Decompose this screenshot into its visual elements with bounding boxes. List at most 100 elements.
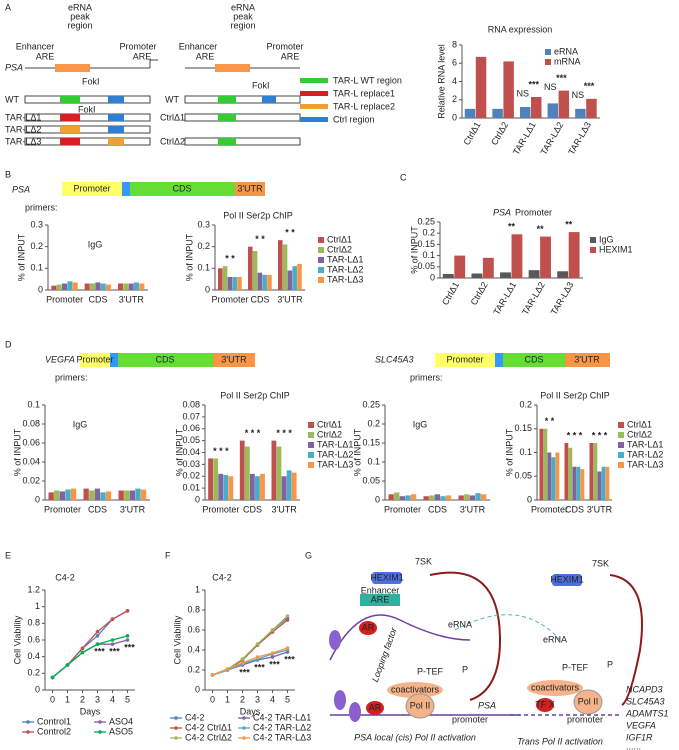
legend-swatch [308,462,314,468]
construct [24,113,151,122]
chart-title: RNA expression [488,24,553,34]
legend-label: TAR-LΔ2 [317,449,353,459]
marker [285,646,290,650]
diagram-label: peak [70,11,90,21]
diagram-label: P-TEF [562,662,589,672]
legend-label: CtrlΔ1 [317,419,342,429]
marker [270,628,275,632]
bar [454,255,466,278]
legend-marker [98,730,102,734]
y-tick-label: 0 [195,494,200,504]
legend-swatch [318,237,324,243]
construct [184,95,301,104]
construct [24,137,151,146]
bar [543,428,548,500]
x-tick-label: 3 [95,694,100,704]
diagram-label: NCAPD3 [626,684,663,694]
bar [244,446,250,500]
diagram-label: region [230,20,255,30]
bar [218,268,223,290]
bar [572,466,577,500]
diagram-label: PSA [478,700,496,710]
diagram-label: promoter [452,714,488,724]
bar [519,107,531,118]
y-tick-label: 0.2 [187,664,200,674]
marker [125,609,130,613]
bar [267,274,272,290]
legend-label: C4-2 CtrlΔ2 [185,732,232,742]
bar [54,490,60,500]
bar [281,476,287,500]
y-tick-label: 0.25 [362,399,380,409]
a-diagram [24,59,328,146]
legend-label: TAR-LΔ1 [327,254,363,264]
bar [106,284,112,290]
significance: *** [584,81,595,91]
nucleosome [329,630,341,650]
diagram-label: Enhancer [179,41,218,51]
legend-swatch [318,277,324,283]
bar [469,495,476,500]
y-tick-label: 0 [38,284,43,294]
legend-swatch [308,452,314,458]
utr [213,353,255,367]
bar [118,490,124,500]
legend-label: TAR-LΔ3 [317,459,353,469]
bar [124,490,130,500]
diagram-label: TAR-L WT region [333,75,402,85]
y-tick-label: 0 [527,494,532,504]
diagram-label: 3'UTR [574,354,600,364]
bar [48,492,54,500]
legend-marker [174,716,178,720]
arrow [454,614,561,641]
diagram-label: eRNA [231,2,255,12]
x-axis-label: Days [80,706,101,716]
chart-title: Pol II Ser2p ChIP [540,390,610,400]
x-axis-label: Days [240,706,261,716]
legend-label: mRNA [554,56,581,66]
gene-bars [62,182,610,367]
significance: NS [516,88,529,98]
chart-title: C4-2 [212,572,232,582]
legend-label: eRNA [554,46,578,56]
x-tick-label: 3'UTR [119,294,145,304]
bar [105,491,112,500]
bar [65,489,71,500]
bar [440,496,446,500]
y-axis-label: % of INPUT [174,428,184,476]
bar [94,488,101,500]
bar [492,108,503,118]
y-tick-label: 0.2 [27,668,40,678]
x-tick-label: Promoter [46,294,83,304]
legend-marker [242,726,246,730]
y-tick-label: 0.1 [422,250,435,260]
x-tick-label: TAR-LΔ3 [566,120,593,156]
significance: *** [109,647,120,657]
legend-label: CtrlΔ2 [627,429,652,439]
diagram-label: eRNA [68,2,92,12]
marker [110,638,115,642]
diagram-label: TAR-LΔ2 [5,124,41,134]
significance: *** [284,654,295,664]
y-tick-label: 0 [35,684,40,694]
marker [95,642,100,646]
y-tick-label: 0.04 [22,456,40,466]
region [108,96,124,103]
bar [503,61,514,118]
bar [51,285,57,290]
cds [118,353,213,367]
diagram-label: primers: [55,372,88,382]
significance: *** [239,667,250,677]
x-tick-label: Promoter [531,504,568,514]
bar [276,446,282,500]
x-tick-label: 3'UTR [460,504,486,514]
marker [285,614,290,618]
diagram-label: coactivators [391,684,440,694]
bar [249,473,255,500]
legend-swatch [308,422,314,428]
diagram-label: ARE [36,51,55,61]
legend-label: TAR-LΔ3 [327,274,363,284]
utr [565,353,610,367]
legend-label: CtrlΔ1 [627,419,652,429]
x-tick-label: 1 [65,694,70,704]
